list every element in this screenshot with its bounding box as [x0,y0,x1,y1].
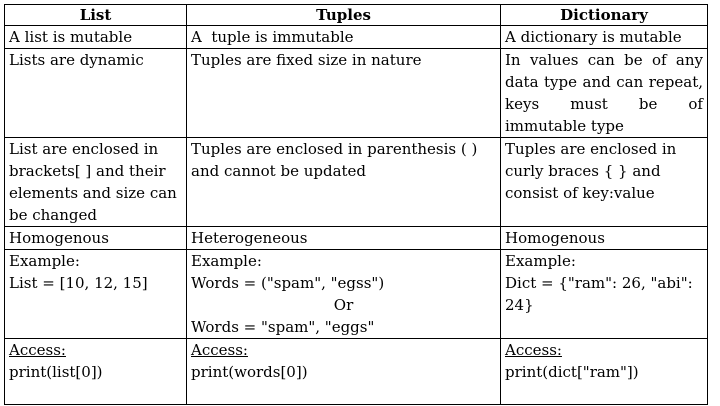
cell-list-brackets: List are enclosed in brackets[ ] and the… [4,137,187,227]
tuples-example-code-2: Words = "spam", "eggs" [191,318,375,336]
cell-list-type: Homogenous [4,226,187,250]
dict-access-code: print(dict["ram"]) [505,363,639,381]
tuples-access-code: print(words[0]) [191,363,308,381]
header-row: List Tuples Dictionary [4,4,708,26]
table-row: Homogenous Heterogeneous Homogenous [4,226,708,250]
table-row: List are enclosed in brackets[ ] and the… [4,137,708,227]
cell-tuples-access: Access: print(words[0]) [186,338,501,405]
table-row: Lists are dynamic Tuples are fixed size … [4,48,708,138]
cell-dict-mutability: A dictionary is mutable [500,25,708,49]
list-example-code: List = [10, 12, 15] [9,274,148,292]
dict-example-code: Dict = {"ram": 26, "abi": 24} [505,274,693,314]
example-label: Example: [191,252,262,270]
cell-dict-access: Access: print(dict["ram"]) [500,338,708,405]
cell-tuples-parenthesis: Tuples are enclosed in parenthesis ( ) a… [186,137,501,227]
header-tuples: Tuples [186,4,501,26]
access-row: Access: print(list[0]) Access: print(wor… [4,338,708,405]
cell-list-example: Example: List = [10, 12, 15] [4,249,187,339]
table-row: A list is mutable A tuple is immutable A… [4,25,708,49]
cell-list-dynamic: Lists are dynamic [4,48,187,138]
example-label: Example: [9,252,80,270]
access-label: Access: [191,341,248,359]
list-access-code: print(list[0]) [9,363,103,381]
cell-list-mutability: A list is mutable [4,25,187,49]
cell-tuples-example: Example: Words = ("spam", "egss") Or Wor… [186,249,501,339]
example-label: Example: [505,252,576,270]
tuples-example-or: Or [333,296,354,314]
example-row: Example: List = [10, 12, 15] Example: Wo… [4,249,708,339]
cell-dict-values: In values can be of any data type and ca… [500,48,708,138]
cell-tuples-type: Heterogeneous [186,226,501,250]
cell-dict-type: Homogenous [500,226,708,250]
comparison-table-wrapper: List Tuples Dictionary A list is mutable… [4,4,708,405]
cell-list-access: Access: print(list[0]) [4,338,187,405]
header-list: List [4,4,187,26]
cell-tuples-fixed: Tuples are fixed size in nature [186,48,501,138]
tuples-example-code-1: Words = ("spam", "egss") [191,274,385,292]
comparison-table: List Tuples Dictionary A list is mutable… [4,4,708,405]
cell-tuples-mutability: A tuple is immutable [186,25,501,49]
header-dictionary: Dictionary [500,4,708,26]
access-label: Access: [9,341,66,359]
cell-dict-braces: Tuples are enclosed in curly braces { } … [500,137,708,227]
cell-dict-example: Example: Dict = {"ram": 26, "abi": 24} [500,249,708,339]
access-label: Access: [505,341,562,359]
